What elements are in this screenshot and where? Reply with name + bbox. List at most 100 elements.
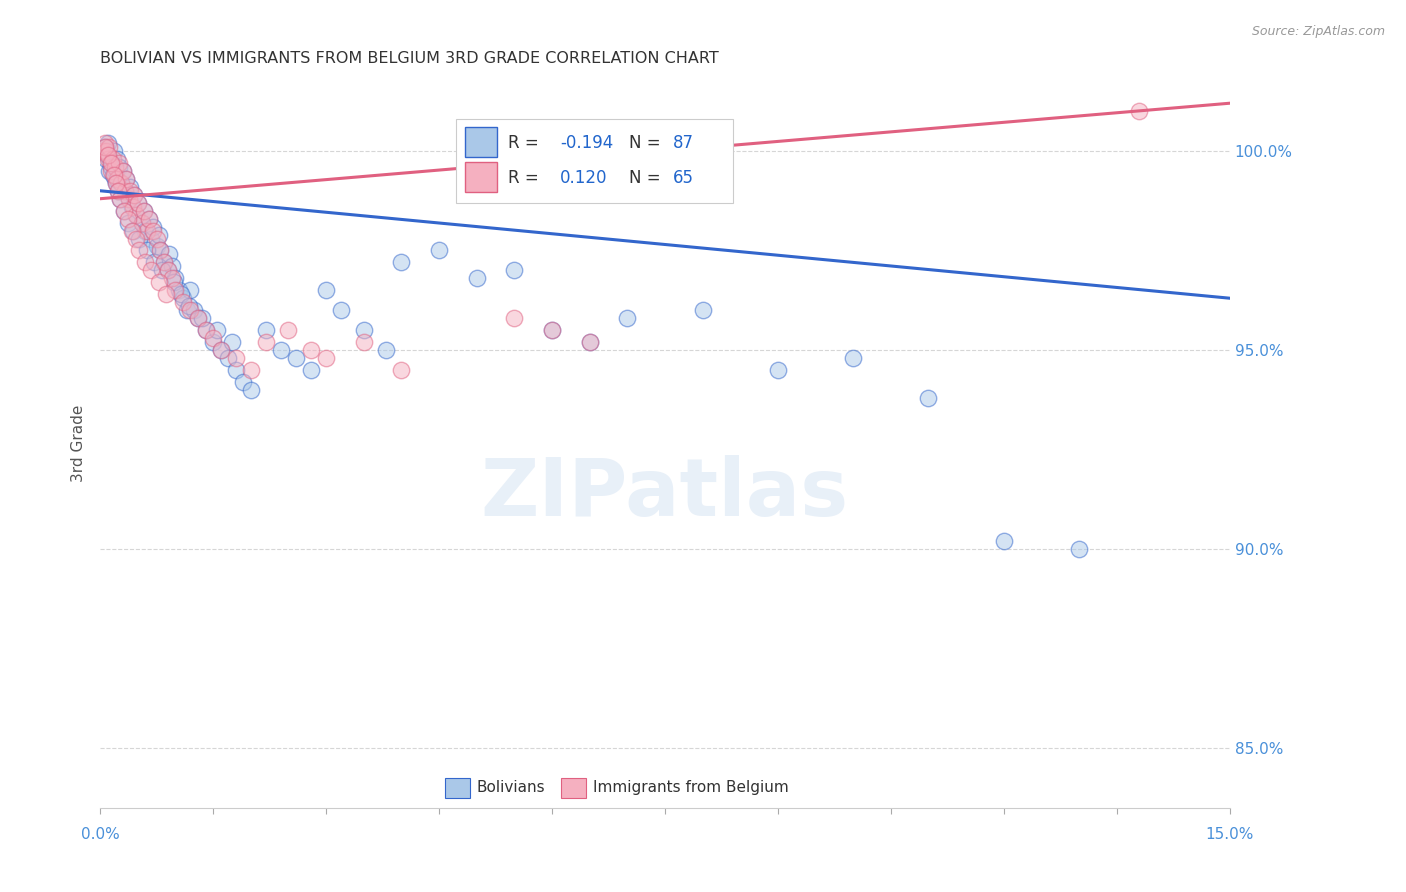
- Point: [135, 244, 157, 258]
- Point: [93, 136, 115, 150]
- Point: [128, 244, 150, 258]
- Point: [100, 156, 122, 170]
- Point: [389, 255, 412, 269]
- Point: [135, 223, 157, 237]
- Point: [142, 219, 165, 234]
- Point: [108, 160, 131, 174]
- Point: [465, 271, 488, 285]
- Point: [183, 303, 205, 318]
- Point: [114, 184, 136, 198]
- Point: [163, 275, 186, 289]
- Y-axis label: 3rd Grade: 3rd Grade: [72, 405, 86, 483]
- Point: [115, 171, 138, 186]
- Point: [209, 343, 232, 357]
- Text: N =: N =: [628, 169, 665, 186]
- Point: [96, 152, 118, 166]
- Point: [93, 140, 115, 154]
- Point: [149, 244, 172, 258]
- Point: [578, 334, 600, 349]
- Point: [330, 303, 353, 318]
- Point: [112, 203, 135, 218]
- Text: BOLIVIAN VS IMMIGRANTS FROM BELGIUM 3RD GRADE CORRELATION CHART: BOLIVIAN VS IMMIGRANTS FROM BELGIUM 3RD …: [100, 51, 718, 66]
- Point: [117, 211, 139, 226]
- Point: [232, 375, 254, 389]
- Point: [96, 144, 118, 158]
- Point: [112, 203, 135, 218]
- Point: [131, 216, 153, 230]
- Point: [172, 295, 194, 310]
- Point: [110, 192, 132, 206]
- Text: N =: N =: [628, 134, 665, 152]
- Point: [150, 263, 173, 277]
- Text: Bolivians: Bolivians: [477, 780, 546, 796]
- Point: [389, 363, 412, 377]
- Point: [104, 176, 127, 190]
- Point: [170, 287, 193, 301]
- Point: [143, 255, 166, 269]
- Point: [100, 160, 122, 174]
- Point: [177, 299, 200, 313]
- Point: [153, 255, 176, 269]
- Point: [100, 164, 122, 178]
- Point: [503, 263, 526, 277]
- Point: [104, 176, 127, 190]
- Point: [284, 351, 307, 365]
- Point: [153, 255, 176, 269]
- Point: [209, 343, 232, 357]
- Point: [105, 152, 128, 166]
- Point: [187, 311, 209, 326]
- Point: [145, 231, 167, 245]
- Point: [315, 351, 337, 365]
- Text: ZIPatlas: ZIPatlas: [481, 456, 849, 533]
- Point: [121, 223, 143, 237]
- Point: [108, 156, 131, 170]
- Point: [141, 263, 163, 277]
- Point: [134, 255, 156, 269]
- Point: [148, 275, 170, 289]
- Point: [134, 223, 156, 237]
- Point: [97, 152, 120, 166]
- Text: Source: ZipAtlas.com: Source: ZipAtlas.com: [1251, 25, 1385, 38]
- Point: [221, 334, 243, 349]
- Point: [121, 200, 143, 214]
- Point: [205, 323, 228, 337]
- Point: [132, 203, 155, 218]
- Point: [94, 140, 117, 154]
- Point: [97, 136, 120, 150]
- Point: [100, 156, 122, 170]
- FancyBboxPatch shape: [561, 778, 586, 798]
- Point: [142, 223, 165, 237]
- Point: [157, 247, 180, 261]
- Point: [503, 311, 526, 326]
- Point: [104, 171, 127, 186]
- Point: [165, 271, 187, 285]
- Point: [120, 179, 142, 194]
- Point: [118, 192, 141, 206]
- Point: [110, 176, 132, 190]
- Point: [107, 184, 129, 198]
- Point: [105, 171, 128, 186]
- Point: [353, 334, 375, 349]
- Point: [138, 211, 160, 226]
- Point: [128, 231, 150, 245]
- Point: [239, 383, 262, 397]
- Point: [104, 160, 127, 174]
- Point: [353, 323, 375, 337]
- Point: [427, 244, 450, 258]
- Point: [149, 244, 172, 258]
- Point: [917, 391, 939, 405]
- Point: [98, 140, 121, 154]
- Point: [98, 164, 121, 178]
- Point: [141, 231, 163, 245]
- FancyBboxPatch shape: [465, 127, 496, 157]
- Point: [277, 323, 299, 337]
- Point: [101, 168, 124, 182]
- Point: [299, 363, 322, 377]
- Text: 15.0%: 15.0%: [1205, 828, 1254, 842]
- Point: [299, 343, 322, 357]
- Point: [124, 231, 146, 245]
- FancyBboxPatch shape: [444, 778, 470, 798]
- Point: [179, 303, 201, 318]
- Point: [138, 211, 160, 226]
- Point: [91, 144, 114, 158]
